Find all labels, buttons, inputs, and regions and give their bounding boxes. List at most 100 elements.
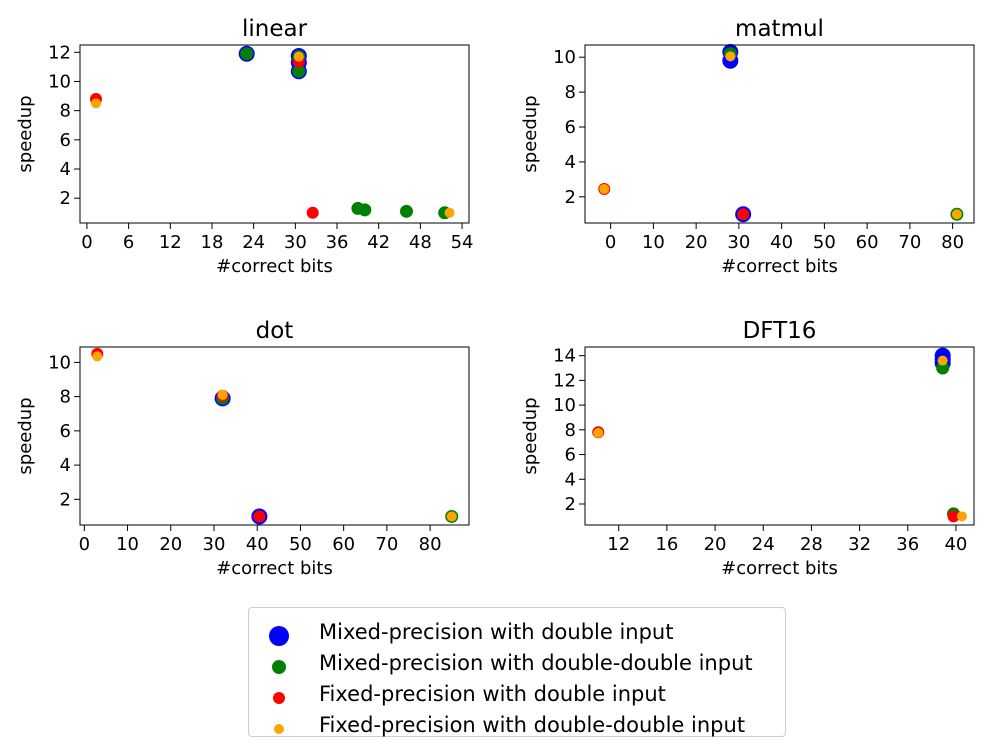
x-tick-label: 20: [704, 534, 727, 555]
x-tick-label: 60: [856, 232, 879, 253]
data-point-fixed-dd: [725, 51, 736, 62]
plot-frame: [79, 346, 470, 526]
x-tick-label: 24: [752, 534, 775, 555]
y-tick-label: 8: [565, 82, 576, 103]
x-tick-label: 6: [123, 232, 134, 253]
y-tick-label: 2: [60, 188, 71, 209]
x-tick-label: 40: [944, 534, 967, 555]
y-tick-label: 8: [565, 420, 576, 441]
x-axis-label: #correct bits: [721, 256, 838, 277]
data-point-mixed-dd: [936, 361, 950, 375]
data-point-fixed-dd: [599, 183, 610, 194]
x-tick-label: 48: [409, 232, 432, 253]
data-point-fixed-double: [253, 510, 266, 523]
x-tick-label: 80: [941, 232, 964, 253]
y-tick-label: 2: [60, 489, 71, 510]
x-tick-label: 54: [451, 232, 474, 253]
data-point-fixed-double: [947, 510, 960, 523]
legend-marker-red: [273, 692, 285, 704]
plot-frame: [79, 44, 470, 224]
y-tick-label: 6: [60, 130, 71, 151]
x-tick-label: 0: [79, 534, 90, 555]
x-axis-label: #correct bits: [721, 558, 838, 579]
y-tick-label: 10: [553, 47, 576, 68]
x-tick-label: 10: [642, 232, 665, 253]
data-point-mixed-dd: [240, 47, 254, 61]
x-tick-label: 20: [685, 232, 708, 253]
y-tick-label: 2: [565, 187, 576, 208]
x-tick-label: 10: [116, 534, 139, 555]
legend-label: Fixed-precision with double input: [319, 682, 666, 706]
y-tick-label: 2: [565, 494, 576, 515]
x-tick-label: 16: [655, 534, 678, 555]
legend-entry-mixed-dd: Mixed-precision with double-double input: [249, 648, 785, 678]
y-axis-label: speedup: [520, 397, 541, 474]
x-tick-label: 70: [898, 232, 921, 253]
data-point-fixed-dd: [92, 351, 103, 362]
x-tick-label: 60: [332, 534, 355, 555]
x-tick-label: 28: [800, 534, 823, 555]
x-tick-label: 42: [367, 232, 390, 253]
x-tick-label: 30: [727, 232, 750, 253]
y-tick-label: 4: [60, 455, 71, 476]
y-axis-label: speedup: [520, 95, 541, 172]
y-tick-label: 4: [565, 152, 576, 173]
plot-title-linear: linear: [242, 16, 308, 42]
data-point-fixed-dd: [293, 51, 304, 62]
plot-title-dot: dot: [256, 318, 294, 344]
chart-legend: Mixed-precision with double input Mixed-…: [248, 607, 786, 737]
data-point-mixed-dd: [358, 203, 372, 217]
y-tick-label: 12: [553, 370, 576, 391]
data-point-fixed-dd: [90, 98, 101, 109]
x-tick-label: 12: [607, 534, 630, 555]
data-point-fixed-double: [306, 206, 319, 219]
x-tick-label: 12: [159, 232, 182, 253]
x-tick-label: 0: [81, 232, 92, 253]
data-point-fixed-dd: [951, 209, 962, 220]
y-tick-label: 12: [48, 42, 71, 63]
y-tick-label: 6: [565, 445, 576, 466]
legend-marker-orange: [274, 724, 284, 734]
x-tick-label: 0: [605, 232, 616, 253]
x-tick-label: 80: [419, 534, 442, 555]
y-tick-label: 8: [60, 387, 71, 408]
y-tick-label: 6: [565, 117, 576, 138]
x-tick-label: 36: [896, 534, 919, 555]
x-tick-label: 30: [284, 232, 307, 253]
legend-label: Mixed-precision with double input: [319, 620, 674, 644]
data-point-fixed-double: [737, 208, 750, 221]
x-axis-label: #correct bits: [216, 558, 333, 579]
x-axis-label: #correct bits: [216, 256, 333, 277]
y-tick-label: 4: [565, 469, 576, 490]
plot-frame: [584, 44, 975, 224]
data-point-mixed-dd: [292, 64, 306, 78]
data-point-fixed-dd: [444, 207, 455, 218]
data-point-fixed-dd: [446, 511, 457, 522]
y-tick-label: 10: [48, 352, 71, 373]
y-axis-label: speedup: [15, 95, 36, 172]
x-tick-label: 50: [289, 534, 312, 555]
data-point-mixed-dd: [399, 204, 413, 218]
legend-marker-green: [272, 660, 286, 674]
plot-frame: [584, 346, 975, 526]
legend-label: Mixed-precision with double-double input: [319, 651, 753, 675]
x-tick-label: 30: [203, 534, 226, 555]
x-tick-label: 18: [201, 232, 224, 253]
x-tick-label: 40: [770, 232, 793, 253]
y-tick-label: 6: [60, 421, 71, 442]
data-point-fixed-dd: [956, 511, 967, 522]
plot-title-dft16: DFT16: [743, 318, 817, 344]
x-tick-label: 24: [242, 232, 265, 253]
y-tick-label: 8: [60, 101, 71, 122]
legend-entry-fixed-dd: Fixed-precision with double-double input: [249, 710, 785, 740]
x-tick-label: 36: [326, 232, 349, 253]
data-point-fixed-dd: [593, 427, 604, 438]
x-tick-label: 32: [848, 534, 871, 555]
y-axis-label: speedup: [15, 397, 36, 474]
y-tick-label: 10: [48, 71, 71, 92]
legend-entry-fixed-double: Fixed-precision with double input: [249, 679, 785, 709]
y-tick-label: 4: [60, 159, 71, 180]
plot-title-matmul: matmul: [735, 16, 824, 42]
x-tick-label: 70: [375, 534, 398, 555]
